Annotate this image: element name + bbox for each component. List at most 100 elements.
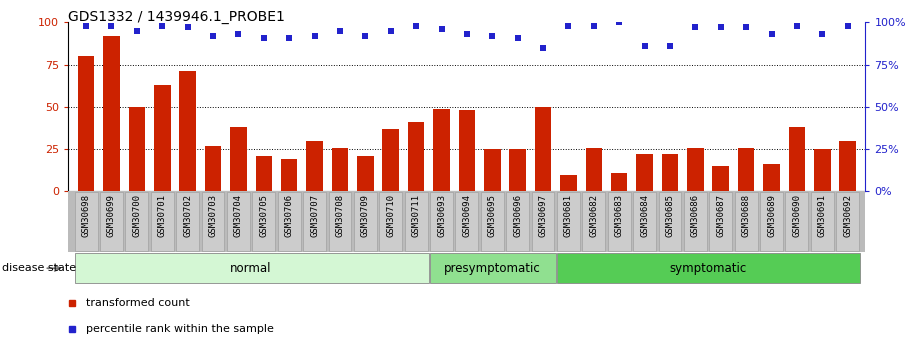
Text: GSM30707: GSM30707: [310, 194, 319, 237]
Point: [713, 25, 728, 30]
Bar: [103, 36, 119, 191]
Bar: [230, 127, 247, 191]
Point: [384, 28, 398, 33]
FancyBboxPatch shape: [785, 192, 808, 251]
FancyBboxPatch shape: [430, 254, 556, 283]
Point: [638, 43, 652, 49]
FancyBboxPatch shape: [75, 192, 97, 251]
Bar: [661, 154, 678, 191]
Text: GSM30693: GSM30693: [437, 194, 446, 237]
FancyBboxPatch shape: [557, 254, 860, 283]
Text: GSM30698: GSM30698: [82, 194, 90, 237]
FancyBboxPatch shape: [329, 192, 352, 251]
Point: [459, 31, 474, 37]
Point: [510, 35, 525, 40]
Point: [536, 45, 550, 50]
Point: [409, 23, 424, 29]
Text: GSM30685: GSM30685: [665, 194, 674, 237]
Bar: [839, 141, 856, 191]
Bar: [383, 129, 399, 191]
Text: GSM30683: GSM30683: [615, 194, 624, 237]
Bar: [77, 56, 95, 191]
Bar: [763, 165, 780, 191]
FancyBboxPatch shape: [507, 192, 529, 251]
Point: [257, 35, 271, 40]
FancyBboxPatch shape: [481, 192, 504, 251]
Bar: [128, 107, 145, 191]
Point: [155, 23, 169, 29]
FancyBboxPatch shape: [303, 192, 326, 251]
Point: [104, 23, 118, 29]
Point: [561, 23, 576, 29]
Point: [79, 23, 94, 29]
FancyBboxPatch shape: [75, 254, 429, 283]
Point: [281, 35, 296, 40]
Text: GSM30701: GSM30701: [158, 194, 167, 237]
Bar: [256, 156, 272, 191]
FancyBboxPatch shape: [811, 192, 834, 251]
FancyBboxPatch shape: [456, 192, 478, 251]
FancyBboxPatch shape: [201, 192, 224, 251]
Point: [333, 28, 347, 33]
Bar: [205, 146, 221, 191]
Point: [358, 33, 373, 39]
Text: symptomatic: symptomatic: [670, 262, 747, 275]
Bar: [458, 110, 476, 191]
Bar: [687, 148, 703, 191]
FancyBboxPatch shape: [379, 192, 402, 251]
Bar: [509, 149, 526, 191]
FancyBboxPatch shape: [734, 192, 758, 251]
Point: [764, 31, 779, 37]
FancyBboxPatch shape: [836, 192, 859, 251]
Text: GSM30691: GSM30691: [818, 194, 827, 237]
FancyBboxPatch shape: [532, 192, 555, 251]
Text: GSM30682: GSM30682: [589, 194, 599, 237]
FancyBboxPatch shape: [404, 192, 427, 251]
Bar: [179, 71, 196, 191]
Bar: [484, 149, 500, 191]
Bar: [154, 85, 170, 191]
Text: percentile rank within the sample: percentile rank within the sample: [86, 324, 273, 334]
Text: GSM30690: GSM30690: [793, 194, 802, 237]
Text: GSM30688: GSM30688: [742, 194, 751, 237]
Text: GSM30681: GSM30681: [564, 194, 573, 237]
Text: GSM30702: GSM30702: [183, 194, 192, 237]
FancyBboxPatch shape: [278, 192, 301, 251]
Text: presymptomatic: presymptomatic: [444, 262, 540, 275]
Point: [688, 25, 702, 30]
Text: GSM30699: GSM30699: [107, 194, 116, 237]
Text: GSM30694: GSM30694: [463, 194, 471, 237]
Text: GSM30709: GSM30709: [361, 194, 370, 237]
Text: transformed count: transformed count: [86, 298, 189, 308]
FancyBboxPatch shape: [353, 192, 377, 251]
Text: disease state: disease state: [2, 263, 76, 273]
FancyBboxPatch shape: [633, 192, 656, 251]
Bar: [281, 159, 297, 191]
Point: [180, 25, 195, 30]
FancyBboxPatch shape: [252, 192, 275, 251]
Text: GSM30711: GSM30711: [412, 194, 421, 237]
Point: [307, 33, 322, 39]
Text: normal: normal: [230, 262, 271, 275]
Text: GSM30700: GSM30700: [132, 194, 141, 237]
FancyBboxPatch shape: [176, 192, 200, 251]
FancyBboxPatch shape: [684, 192, 707, 251]
Text: GSM30696: GSM30696: [513, 194, 522, 237]
Bar: [814, 149, 831, 191]
Bar: [738, 148, 754, 191]
Text: GSM30689: GSM30689: [767, 194, 776, 237]
FancyBboxPatch shape: [760, 192, 783, 251]
Bar: [434, 109, 450, 191]
Bar: [611, 173, 628, 191]
Bar: [789, 127, 805, 191]
Point: [790, 23, 804, 29]
Point: [815, 31, 830, 37]
Point: [587, 23, 601, 29]
Text: GSM30704: GSM30704: [234, 194, 243, 237]
Text: GSM30703: GSM30703: [209, 194, 218, 237]
Bar: [560, 175, 577, 191]
Text: GSM30697: GSM30697: [538, 194, 548, 237]
Text: GSM30695: GSM30695: [487, 194, 496, 237]
Point: [840, 23, 855, 29]
Point: [612, 20, 627, 25]
